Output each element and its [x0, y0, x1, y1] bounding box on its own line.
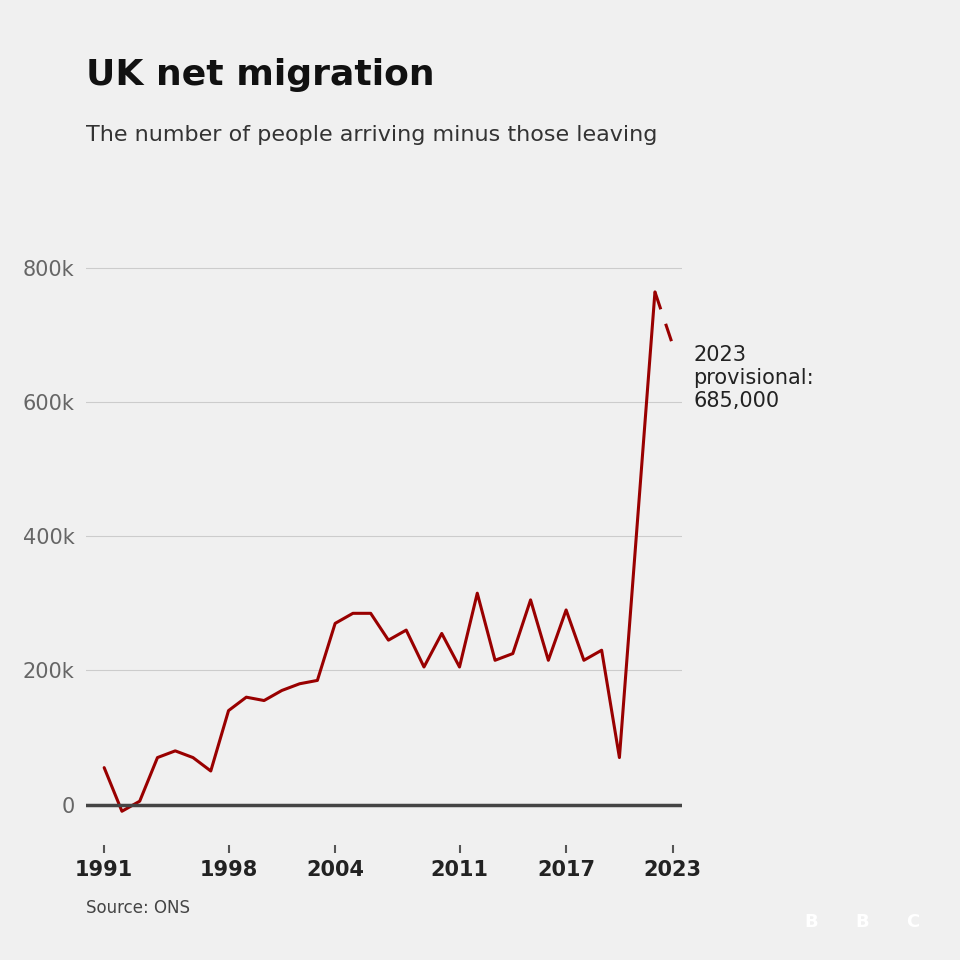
Text: B: B — [804, 913, 818, 930]
Text: UK net migration: UK net migration — [86, 58, 435, 91]
Text: B: B — [855, 913, 869, 930]
Text: 2023
provisional:
685,000: 2023 provisional: 685,000 — [693, 345, 814, 411]
Text: Source: ONS: Source: ONS — [86, 899, 190, 917]
Text: C: C — [906, 913, 920, 930]
Text: The number of people arriving minus those leaving: The number of people arriving minus thos… — [86, 125, 658, 145]
